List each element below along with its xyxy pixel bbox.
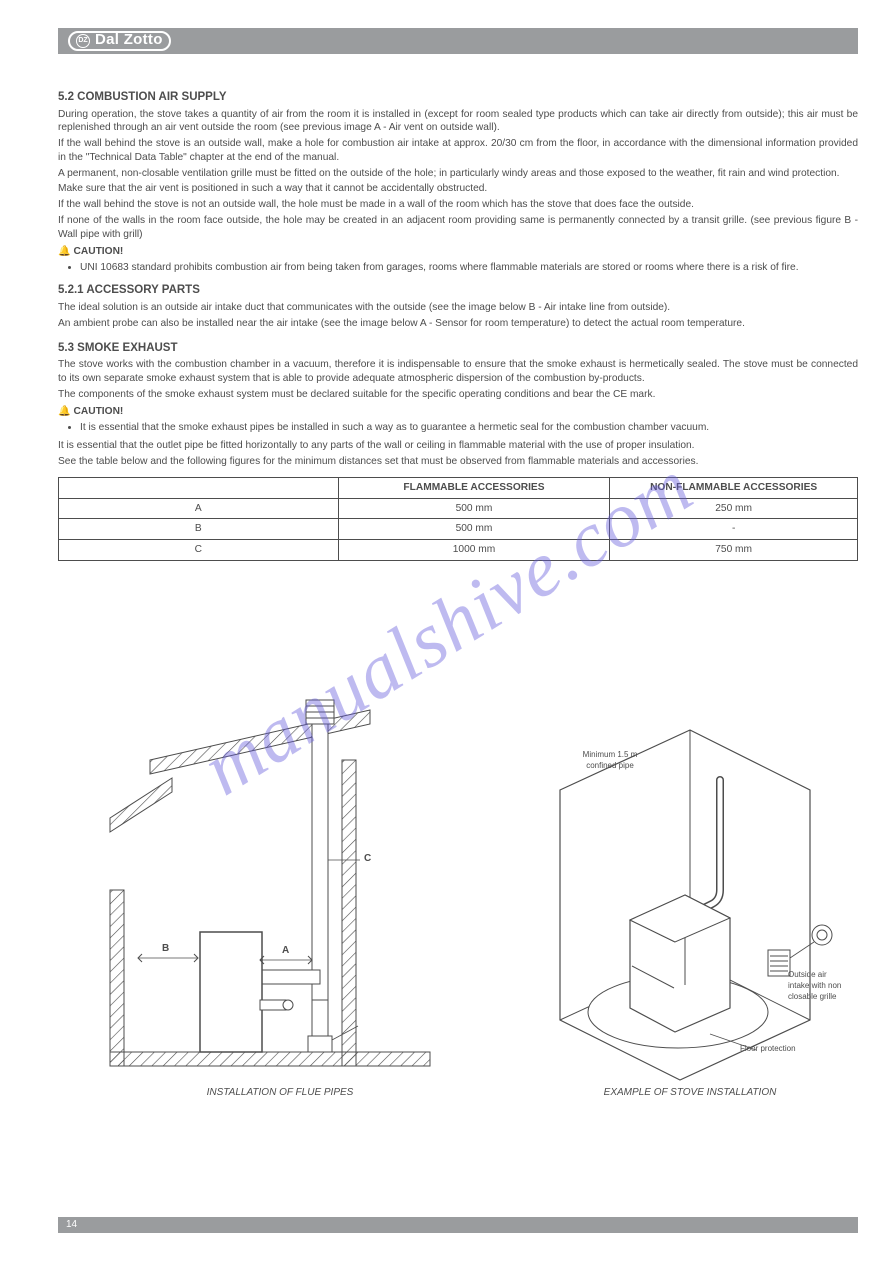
header-bar — [58, 28, 858, 54]
flue-diagram-svg — [110, 700, 430, 1080]
label-B: B — [162, 942, 169, 956]
table-row: B 500 mm - — [59, 519, 858, 540]
distances-table: FLAMMABLE ACCESSORIES NON-FLAMMABLE ACCE… — [58, 477, 858, 561]
caution-item: UNI 10683 standard prohibits combustion … — [80, 261, 858, 275]
cell: 250 mm — [610, 498, 858, 519]
cell: 500 mm — [338, 519, 610, 540]
page-content: 5.2 COMBUSTION AIR SUPPLY During operati… — [58, 80, 858, 561]
page-number: 14 — [66, 1218, 77, 1232]
row-label: A — [59, 498, 339, 519]
label-C: C — [364, 852, 371, 866]
para: If none of the walls in the room face ou… — [58, 214, 858, 242]
cell: - — [610, 519, 858, 540]
cell: 500 mm — [338, 498, 610, 519]
para: During operation, the stove takes a quan… — [58, 108, 858, 136]
caution-list: It is essential that the smoke exhaust p… — [80, 421, 858, 435]
table-header-flammable: FLAMMABLE ACCESSORIES — [338, 477, 610, 498]
para: If the wall behind the stove is an outsi… — [58, 137, 858, 165]
figure-flue-install: A B C INSTALLATION OF FLUE PIPES — [110, 700, 430, 1110]
table-header-nonflammable: NON-FLAMMABLE ACCESSORIES — [610, 477, 858, 498]
para: The components of the smoke exhaust syst… — [58, 388, 858, 402]
figure-caption-left: INSTALLATION OF FLUE PIPES — [170, 1086, 390, 1100]
heading-5-2-1: 5.2.1 ACCESSORY PARTS — [58, 283, 858, 299]
para: Make sure that the air vent is positione… — [58, 182, 858, 196]
cell: 1000 mm — [338, 540, 610, 561]
figure-caption-right: EXAMPLE OF STOVE INSTALLATION — [560, 1086, 820, 1100]
para: An ambient probe can also be installed n… — [58, 317, 858, 331]
table-header-row: FLAMMABLE ACCESSORIES NON-FLAMMABLE ACCE… — [59, 477, 858, 498]
row-label: B — [59, 519, 339, 540]
footer-bar: 14 — [58, 1217, 858, 1233]
logo-dz-circle: DZ — [76, 34, 90, 48]
heading-5-2: 5.2 COMBUSTION AIR SUPPLY — [58, 90, 858, 106]
caution-label: 🔔 CAUTION! — [58, 245, 858, 259]
para: See the table below and the following fi… — [58, 455, 858, 469]
logo-text: Dal Zotto — [95, 30, 163, 50]
caution-label: 🔔 CAUTION! — [58, 405, 858, 419]
para: It is essential that the outlet pipe be … — [58, 439, 858, 453]
caution-list: UNI 10683 standard prohibits combustion … — [80, 261, 858, 275]
para: The ideal solution is an outside air int… — [58, 301, 858, 315]
callout-top: Minimum 1.5 m confined pipe — [570, 750, 650, 772]
caution-item: It is essential that the smoke exhaust p… — [80, 421, 858, 435]
para: If the wall behind the stove is not an o… — [58, 198, 858, 212]
table-header-blank — [59, 477, 339, 498]
room-iso-svg — [520, 720, 840, 1080]
logo-oval: DZ Dal Zotto — [68, 31, 171, 51]
label-A: A — [282, 944, 289, 958]
row-label: C — [59, 540, 339, 561]
callout-right: Outside air intake with non closable gri… — [788, 970, 848, 1002]
cell: 750 mm — [610, 540, 858, 561]
table-row: C 1000 mm 750 mm — [59, 540, 858, 561]
callout-bottom: Floor protection — [740, 1044, 810, 1055]
figures-container: A B C INSTALLATION OF FLUE PIPES — [80, 700, 833, 1120]
table-row: A 500 mm 250 mm — [59, 498, 858, 519]
para: A permanent, non-closable ventilation gr… — [58, 167, 858, 181]
figure-stove-room: Minimum 1.5 m confined pipe Outside air … — [520, 720, 840, 1110]
brand-logo: DZ Dal Zotto — [68, 30, 171, 52]
heading-5-3: 5.3 SMOKE EXHAUST — [58, 341, 858, 357]
para: The stove works with the combustion cham… — [58, 358, 858, 386]
